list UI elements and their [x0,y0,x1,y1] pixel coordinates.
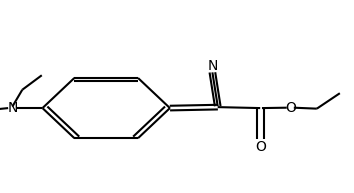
Text: N: N [7,101,18,115]
Text: N: N [207,59,218,73]
Text: O: O [285,101,296,115]
Text: O: O [255,140,266,154]
